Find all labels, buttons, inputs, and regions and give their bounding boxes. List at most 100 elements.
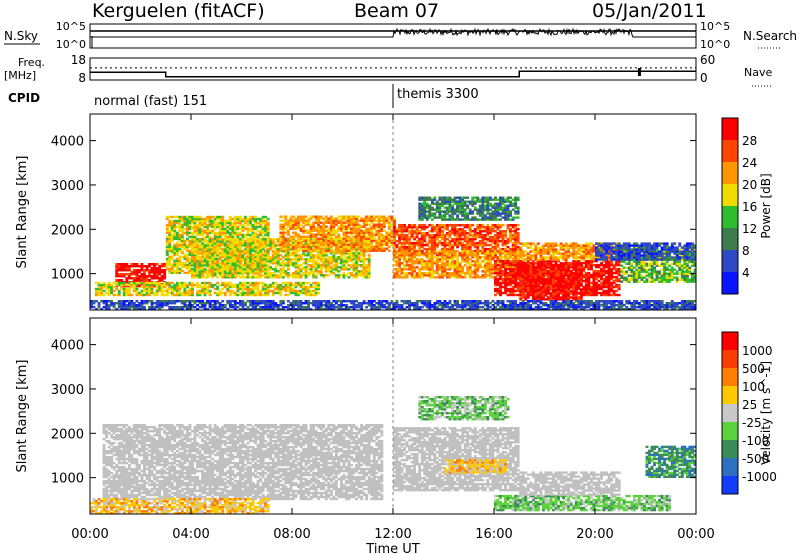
power-cell — [499, 269, 502, 273]
power-cell — [357, 239, 361, 242]
power-cell — [372, 245, 376, 248]
power-cell — [463, 224, 467, 227]
power-cell — [496, 271, 500, 275]
power-cell — [213, 240, 217, 243]
power-cell — [463, 230, 467, 233]
power-cell — [284, 241, 288, 244]
power-cell — [468, 270, 472, 273]
power-cell — [415, 234, 419, 237]
power-cell — [355, 262, 358, 265]
power-cell — [264, 252, 268, 255]
power-cell — [233, 219, 237, 223]
power-cell — [218, 289, 222, 293]
power-cell — [173, 261, 177, 265]
power-cell — [435, 276, 439, 279]
power-cell — [180, 269, 184, 272]
power-cell — [279, 225, 283, 228]
power-cell — [281, 285, 285, 289]
power-cell — [289, 254, 293, 257]
power-cell — [289, 248, 293, 251]
power-cell — [236, 293, 240, 297]
power-cell — [441, 232, 444, 235]
power-cell — [466, 254, 470, 257]
power-cell — [443, 270, 447, 273]
power-cell — [281, 256, 285, 259]
power-cell — [223, 265, 227, 269]
power-cell — [281, 270, 285, 273]
power-cell — [246, 243, 250, 247]
power-cell — [329, 256, 333, 259]
power-cell — [448, 272, 452, 275]
power-cell — [334, 231, 338, 234]
power-cell — [413, 245, 417, 249]
power-cell — [342, 231, 346, 234]
power-cell — [266, 252, 270, 255]
power-cell — [403, 256, 406, 259]
power-cell — [362, 229, 366, 232]
power-cell — [236, 242, 240, 245]
power-cell — [382, 241, 386, 244]
power-cell — [324, 258, 328, 261]
power-cell — [483, 262, 487, 265]
power-cell — [256, 246, 260, 249]
power-cell — [516, 271, 520, 275]
power-cell — [322, 256, 326, 259]
power-cell — [382, 219, 386, 222]
power-cell — [188, 217, 192, 221]
power-cell — [107, 285, 111, 289]
power-cell — [241, 229, 245, 233]
power-cell — [223, 283, 227, 287]
power-cell — [249, 266, 252, 269]
power-cell — [463, 258, 467, 261]
power-cell — [299, 268, 303, 271]
power-cell — [163, 289, 167, 293]
power-cell — [246, 248, 250, 251]
power-cell — [509, 252, 512, 255]
power-cell — [415, 228, 419, 231]
power-cell — [201, 244, 204, 247]
power-cell — [307, 258, 310, 261]
power-cell — [395, 264, 399, 267]
power-cell — [246, 268, 250, 271]
power-cell — [251, 287, 255, 291]
power-cell — [266, 240, 270, 243]
power-cell — [188, 227, 192, 231]
power-cell — [226, 235, 230, 239]
power-cell — [491, 237, 495, 241]
power-cell — [213, 217, 217, 221]
power-cell — [312, 233, 316, 236]
power-cell — [218, 229, 222, 233]
power-cell — [150, 291, 154, 295]
power-cell — [286, 281, 290, 285]
power-cell — [201, 242, 204, 245]
power-cell — [294, 225, 298, 228]
power-cell — [254, 215, 257, 219]
power-cell — [271, 238, 275, 241]
power-cell — [206, 231, 209, 235]
power-cell — [403, 274, 406, 277]
power-cell — [463, 252, 467, 255]
power-cell — [456, 274, 459, 277]
power-cell — [206, 219, 209, 223]
power-cell — [511, 293, 515, 297]
power-cell — [135, 281, 139, 285]
power-cell — [345, 262, 348, 265]
power-cell — [256, 291, 260, 295]
power-cell — [360, 233, 364, 236]
power-cell — [112, 285, 116, 289]
power-cell — [186, 231, 189, 235]
power-cell — [362, 252, 366, 255]
power-cell — [193, 260, 197, 263]
power-cell — [443, 274, 447, 277]
power-cell — [496, 281, 500, 285]
power-cell — [206, 240, 209, 243]
power-cell — [491, 256, 495, 259]
power-cell — [170, 223, 174, 227]
power-cell — [186, 255, 189, 259]
power-cell — [340, 229, 343, 232]
power-cell — [322, 225, 326, 228]
power-cell — [178, 263, 182, 267]
power-cell — [175, 291, 179, 295]
power-cell — [294, 272, 298, 275]
power-cell — [542, 275, 545, 279]
